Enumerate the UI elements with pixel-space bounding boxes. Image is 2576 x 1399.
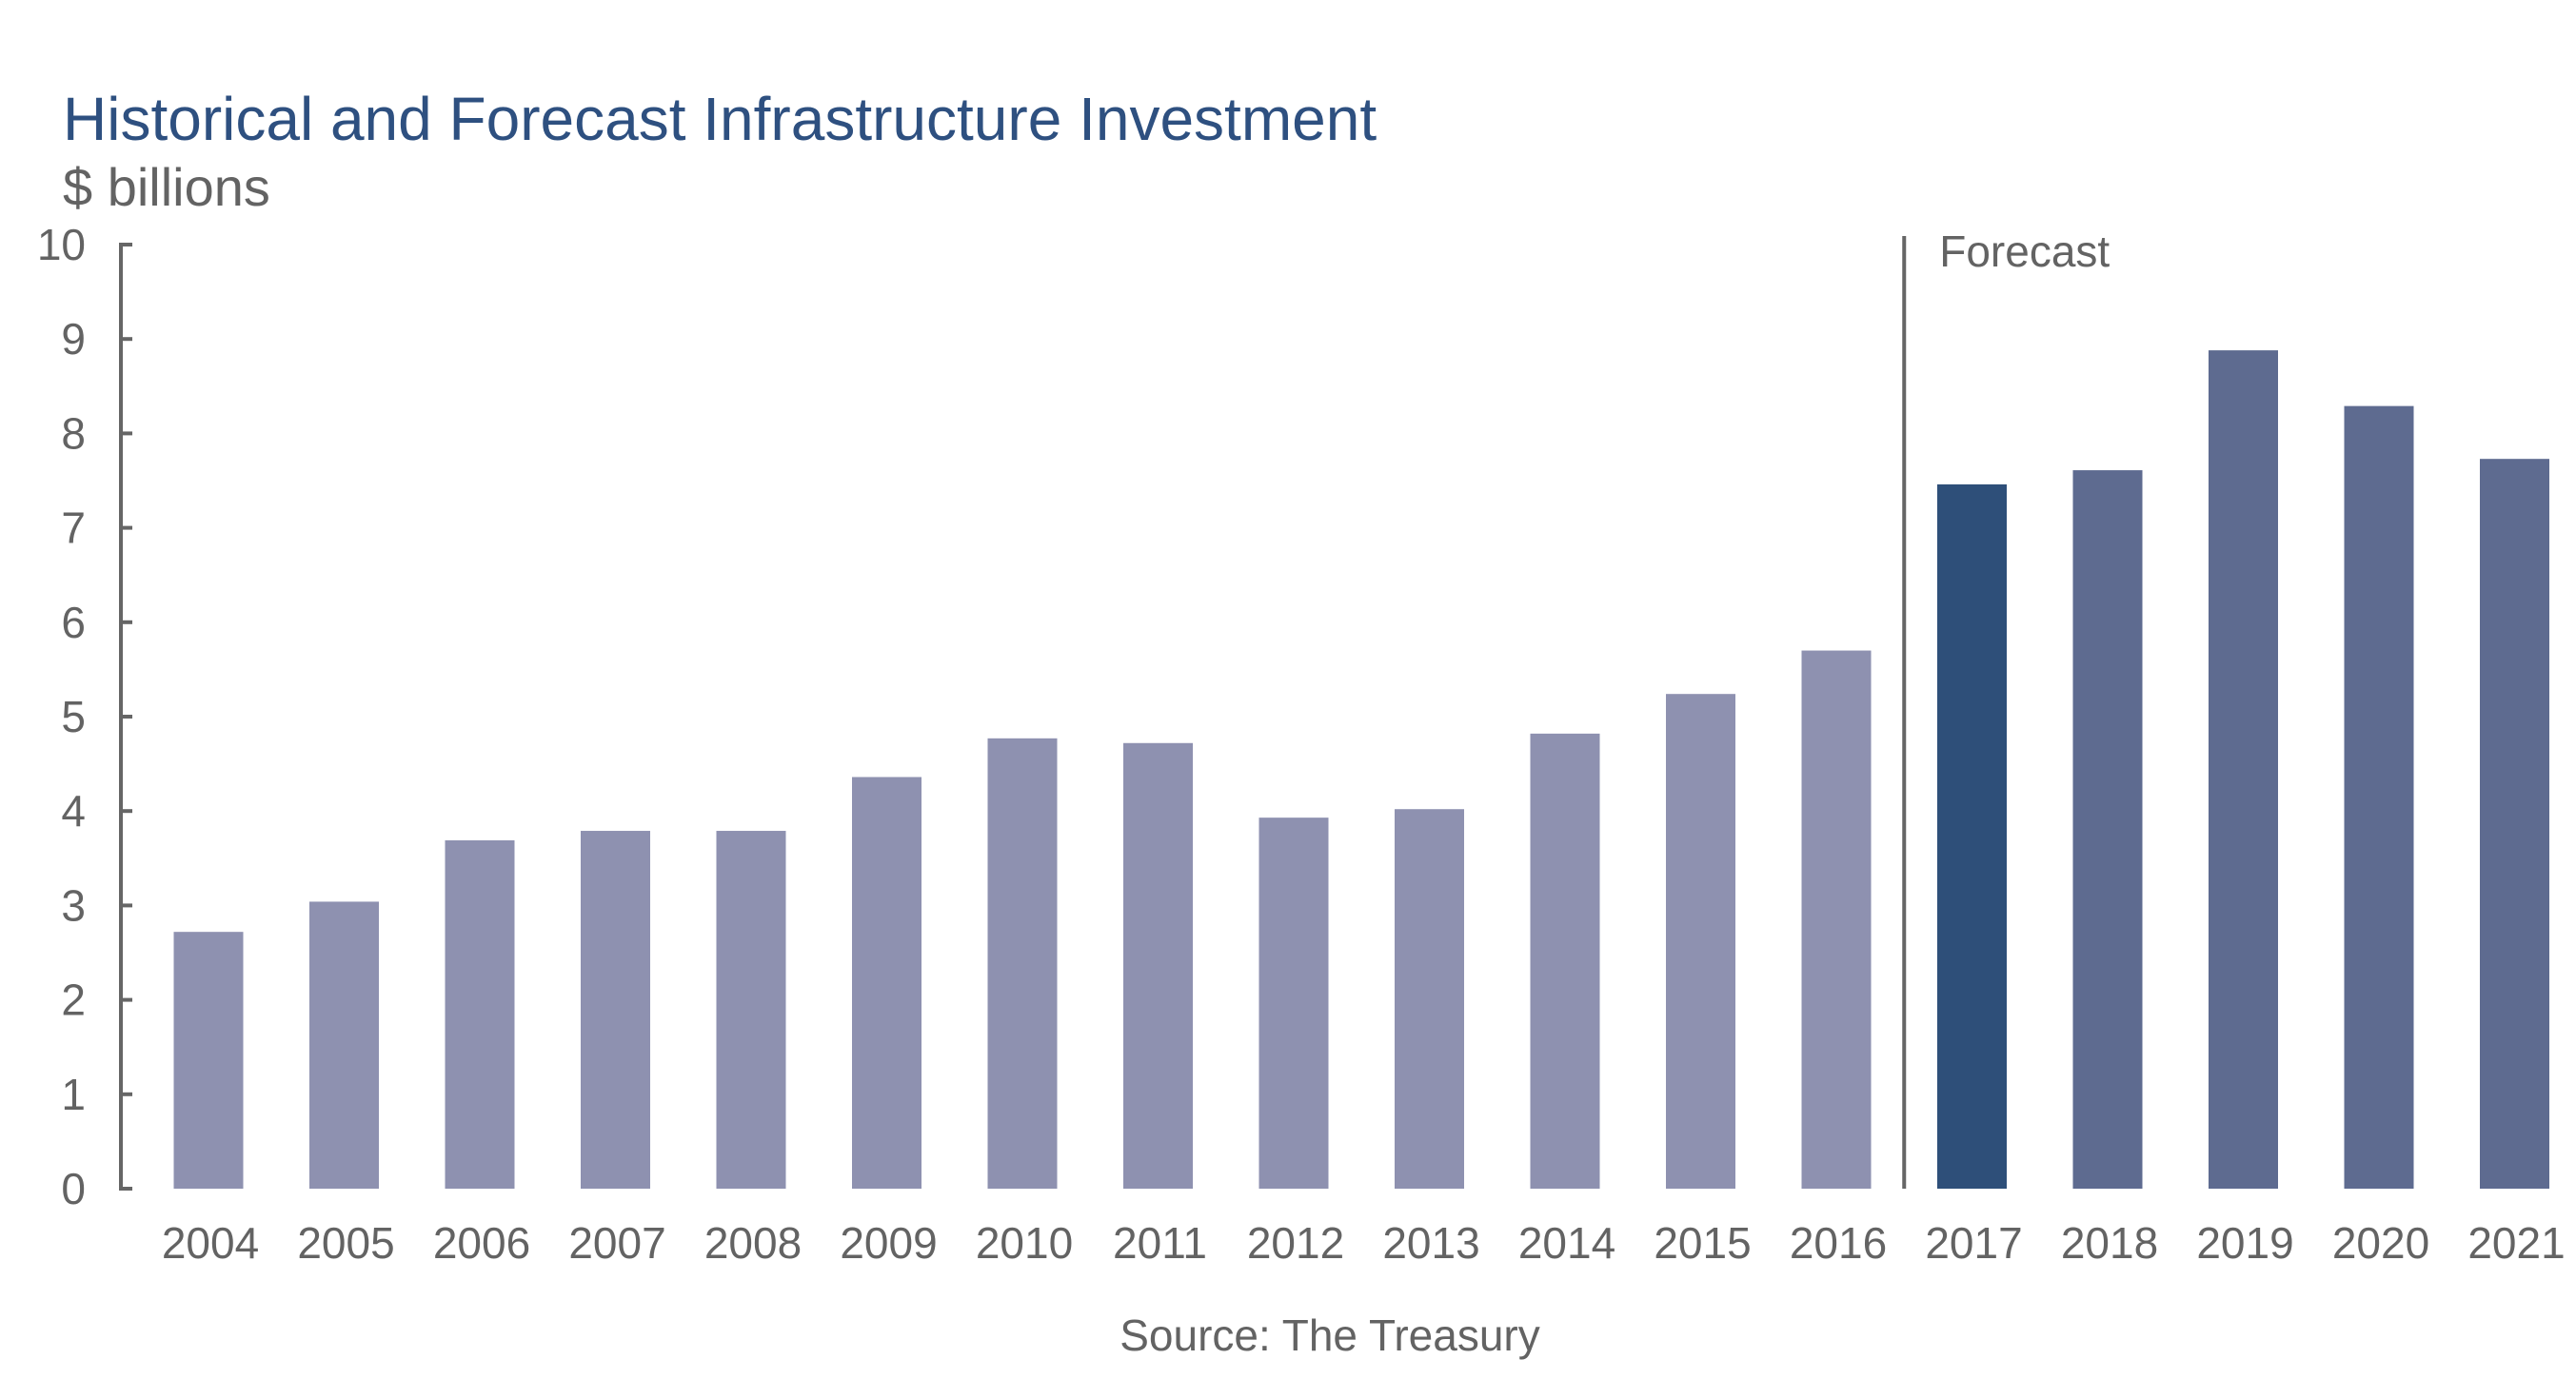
y-tick-label: 6 — [61, 598, 86, 647]
bar-2014 — [1530, 733, 1600, 1189]
x-tick-label: 2009 — [840, 1218, 937, 1268]
y-tick-label: 8 — [61, 408, 86, 458]
y-tick-label: 2 — [61, 975, 86, 1025]
y-tick-label: 3 — [61, 880, 86, 930]
bar-2004 — [173, 932, 244, 1189]
x-tick-label: 2008 — [704, 1218, 802, 1268]
chart-subtitle: $ billions — [63, 157, 270, 217]
x-tick-label: 2005 — [297, 1218, 394, 1268]
x-tick-label: 2010 — [976, 1218, 1073, 1268]
bar-2015 — [1666, 694, 1735, 1189]
x-tick-label: 2011 — [1113, 1218, 1207, 1268]
bar-2005 — [309, 901, 379, 1189]
bar-2008 — [716, 831, 786, 1189]
y-tick-label: 1 — [61, 1070, 86, 1119]
x-tick-label: 2006 — [433, 1218, 530, 1268]
y-tick-label: 7 — [61, 503, 86, 553]
x-axis-labels: 2004 2005 2006 2007 2008 2009 2010 2011 2012 2013… — [162, 1218, 2566, 1268]
x-tick-label: 2014 — [1518, 1218, 1615, 1268]
bar-2018 — [2072, 470, 2143, 1189]
x-tick-label: 2007 — [568, 1218, 665, 1268]
x-tick-label: 2013 — [1382, 1218, 1479, 1268]
y-axis: 0 1 2 3 4 5 6 7 8 9 10 — [37, 220, 132, 1213]
bar-2006 — [445, 839, 515, 1189]
source-note: Source: The Treasury — [1120, 1310, 1539, 1360]
bars — [173, 350, 2549, 1190]
x-tick-label: 2012 — [1247, 1218, 1344, 1268]
bar-2021 — [2480, 459, 2549, 1190]
bar-2009 — [852, 777, 921, 1189]
bar-2016 — [1801, 650, 1872, 1189]
bar-2019 — [2209, 350, 2278, 1189]
bar-2013 — [1395, 809, 1464, 1189]
x-tick-label: 2019 — [2196, 1218, 2293, 1268]
x-tick-label: 2020 — [2332, 1218, 2429, 1268]
y-tick-label: 5 — [61, 692, 86, 741]
chart-title: Historical and Forecast Infrastructure I… — [63, 85, 1377, 153]
bar-2012 — [1258, 818, 1329, 1189]
y-tick-label: 0 — [61, 1164, 86, 1213]
y-tick-label: 4 — [61, 786, 86, 836]
x-tick-label: 2018 — [2061, 1218, 2158, 1268]
x-tick-label: 2021 — [2467, 1218, 2565, 1268]
x-tick-label: 2017 — [1925, 1218, 2022, 1268]
x-tick-label: 2004 — [162, 1218, 259, 1268]
y-tick-label: 9 — [61, 314, 86, 364]
bar-2007 — [581, 831, 650, 1189]
x-tick-label: 2016 — [1790, 1218, 1887, 1268]
bar-2020 — [2344, 405, 2414, 1190]
x-tick-label: 2015 — [1654, 1218, 1751, 1268]
bar-2017 — [1937, 483, 2007, 1189]
bar-2011 — [1123, 742, 1193, 1189]
forecast-label: Forecast — [1939, 227, 2110, 276]
bar-2010 — [987, 738, 1058, 1189]
y-tick-label: 10 — [37, 220, 86, 269]
